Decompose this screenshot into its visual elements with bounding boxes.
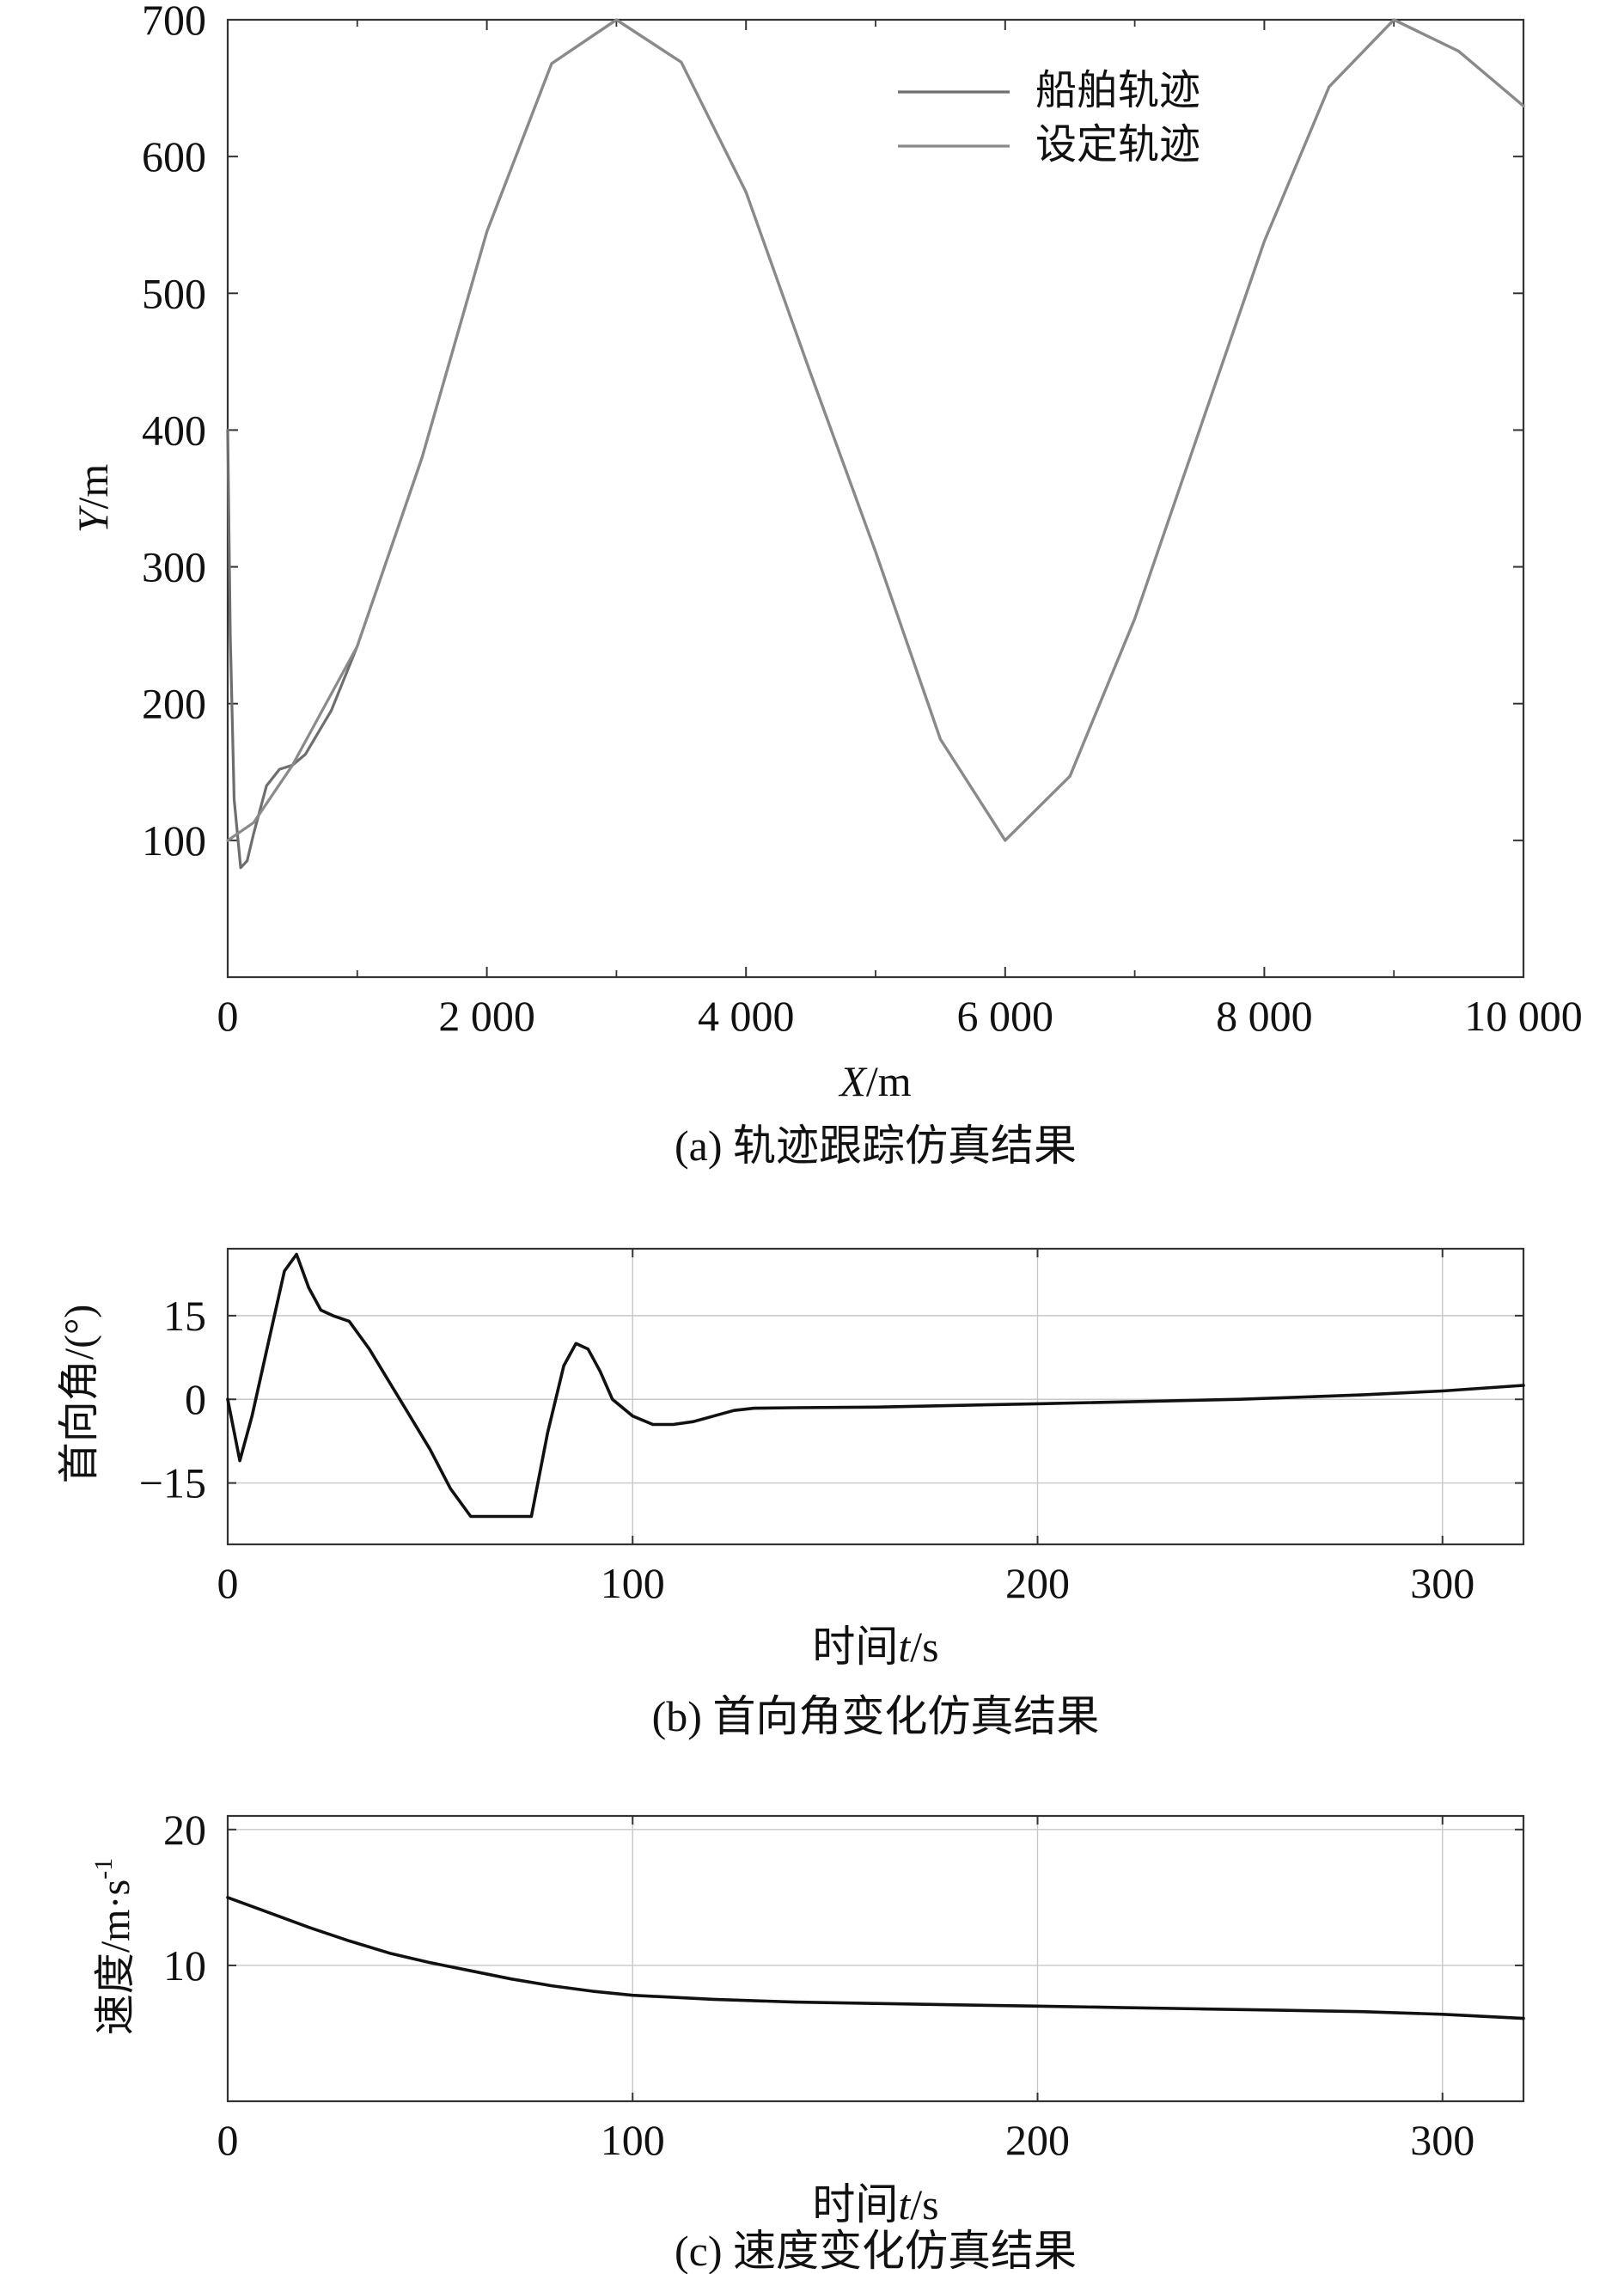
speed-ticks: 0 100 200 300 10 20 <box>163 1806 1523 2164</box>
heading-x-var: t <box>898 1623 911 1671</box>
y-tick-label: 400 <box>142 406 206 454</box>
trajectory-ticks: 0 2 000 4 000 6 000 8 000 10 000 100 200 300 400 5… <box>142 0 1583 1040</box>
x-tick-label: 100 <box>601 2116 665 2164</box>
y-tick-label: 100 <box>142 816 206 865</box>
speed-y-axis-label: 速度/m·s-1 <box>89 1858 138 2035</box>
x-tick-label: 2 000 <box>438 992 535 1040</box>
y-axis-var: Y <box>69 504 117 533</box>
speed-lines <box>226 1896 1525 2020</box>
y-tick-label: 0 <box>185 1375 206 1423</box>
heading-plot-frame <box>226 1247 1525 1546</box>
series-line-b-0 <box>226 1252 1525 1519</box>
trajectory-x-axis-label: X/m <box>838 1057 911 1105</box>
trajectory-chart: 0 2 000 4 000 6 000 8 000 10 000 100 200 300 400 5… <box>69 0 1583 1170</box>
series-line-a-1 <box>226 18 1525 842</box>
y-tick-label: 15 <box>163 1292 206 1340</box>
heading-chart: 0 100 200 300 −15 0 15 时间t/s 首向角/(°) (b) 首向角变化… <box>57 1247 1525 1740</box>
heading-ticks: 0 100 200 300 −15 0 15 <box>139 1249 1523 1607</box>
speed-x-unit: /s <box>910 2180 938 2228</box>
heading-x-prefix: 时间 <box>812 1623 898 1671</box>
trajectory-y-axis-label: Y/m <box>69 464 117 534</box>
x-tick-label: 200 <box>1005 2116 1070 2164</box>
speed-x-var: t <box>898 2180 911 2228</box>
y-tick-label: 200 <box>142 680 206 728</box>
speed-y-sup: -1 <box>89 1858 118 1880</box>
x-tick-label: 0 <box>217 1559 239 1607</box>
x-tick-label: 4 000 <box>698 992 795 1040</box>
speed-chart: 0 100 200 300 10 20 时间t/s 速度/m·s-1 (c) 速度变化仿真… <box>89 1806 1525 2274</box>
x-tick-label: 0 <box>217 2116 239 2164</box>
x-tick-label: 100 <box>601 1559 665 1607</box>
heading-x-unit: /s <box>910 1623 938 1671</box>
y-tick-label: 600 <box>142 132 206 180</box>
x-tick-label: 200 <box>1005 1559 1070 1607</box>
trajectory-plot-frame <box>226 18 1525 979</box>
heading-x-axis-label: 时间t/s <box>812 1623 938 1671</box>
y-tick-label: 700 <box>142 0 206 44</box>
series-line-c-0 <box>226 1896 1525 2020</box>
speed-x-axis-label: 时间t/s <box>812 2180 938 2228</box>
x-tick-label: 300 <box>1410 1559 1474 1607</box>
caption-c: (c) 速度变化仿真结果 <box>675 2227 1077 2274</box>
speed-grid <box>227 1816 1523 2101</box>
y-axis-unit: /m <box>69 464 117 510</box>
x-axis-unit: /m <box>866 1057 912 1105</box>
caption-a: (a) 轨迹跟踪仿真结果 <box>675 1122 1077 1170</box>
x-tick-label: 0 <box>217 992 239 1040</box>
y-tick-label: 300 <box>142 543 206 591</box>
speed-y-text: 速度/m·s <box>93 1880 138 2035</box>
y-tick-label: 20 <box>163 1806 206 1854</box>
x-axis-var: X <box>838 1057 868 1105</box>
trajectory-legend: 船舶轨迹 设定轨迹 <box>898 68 1200 168</box>
caption-b: (b) 首向角变化仿真结果 <box>652 1692 1100 1740</box>
x-tick-label: 10 000 <box>1464 992 1583 1040</box>
y-tick-label: 10 <box>163 1941 206 1990</box>
heading-lines <box>226 1252 1525 1519</box>
y-tick-label: 500 <box>142 269 206 317</box>
x-tick-label: 6 000 <box>957 992 1054 1040</box>
legend-label-ship: 船舶轨迹 <box>1035 68 1200 113</box>
series-line-a-0 <box>226 18 1525 870</box>
heading-y-axis-label: 首向角/(°) <box>57 1305 102 1484</box>
trajectory-lines <box>226 18 1525 870</box>
x-tick-label: 300 <box>1410 2116 1474 2164</box>
y-tick-label: −15 <box>139 1459 206 1507</box>
speed-x-prefix: 时间 <box>812 2180 898 2228</box>
legend-label-reference: 设定轨迹 <box>1035 122 1200 168</box>
speed-plot-frame <box>226 1814 1525 2103</box>
x-tick-label: 8 000 <box>1216 992 1313 1040</box>
